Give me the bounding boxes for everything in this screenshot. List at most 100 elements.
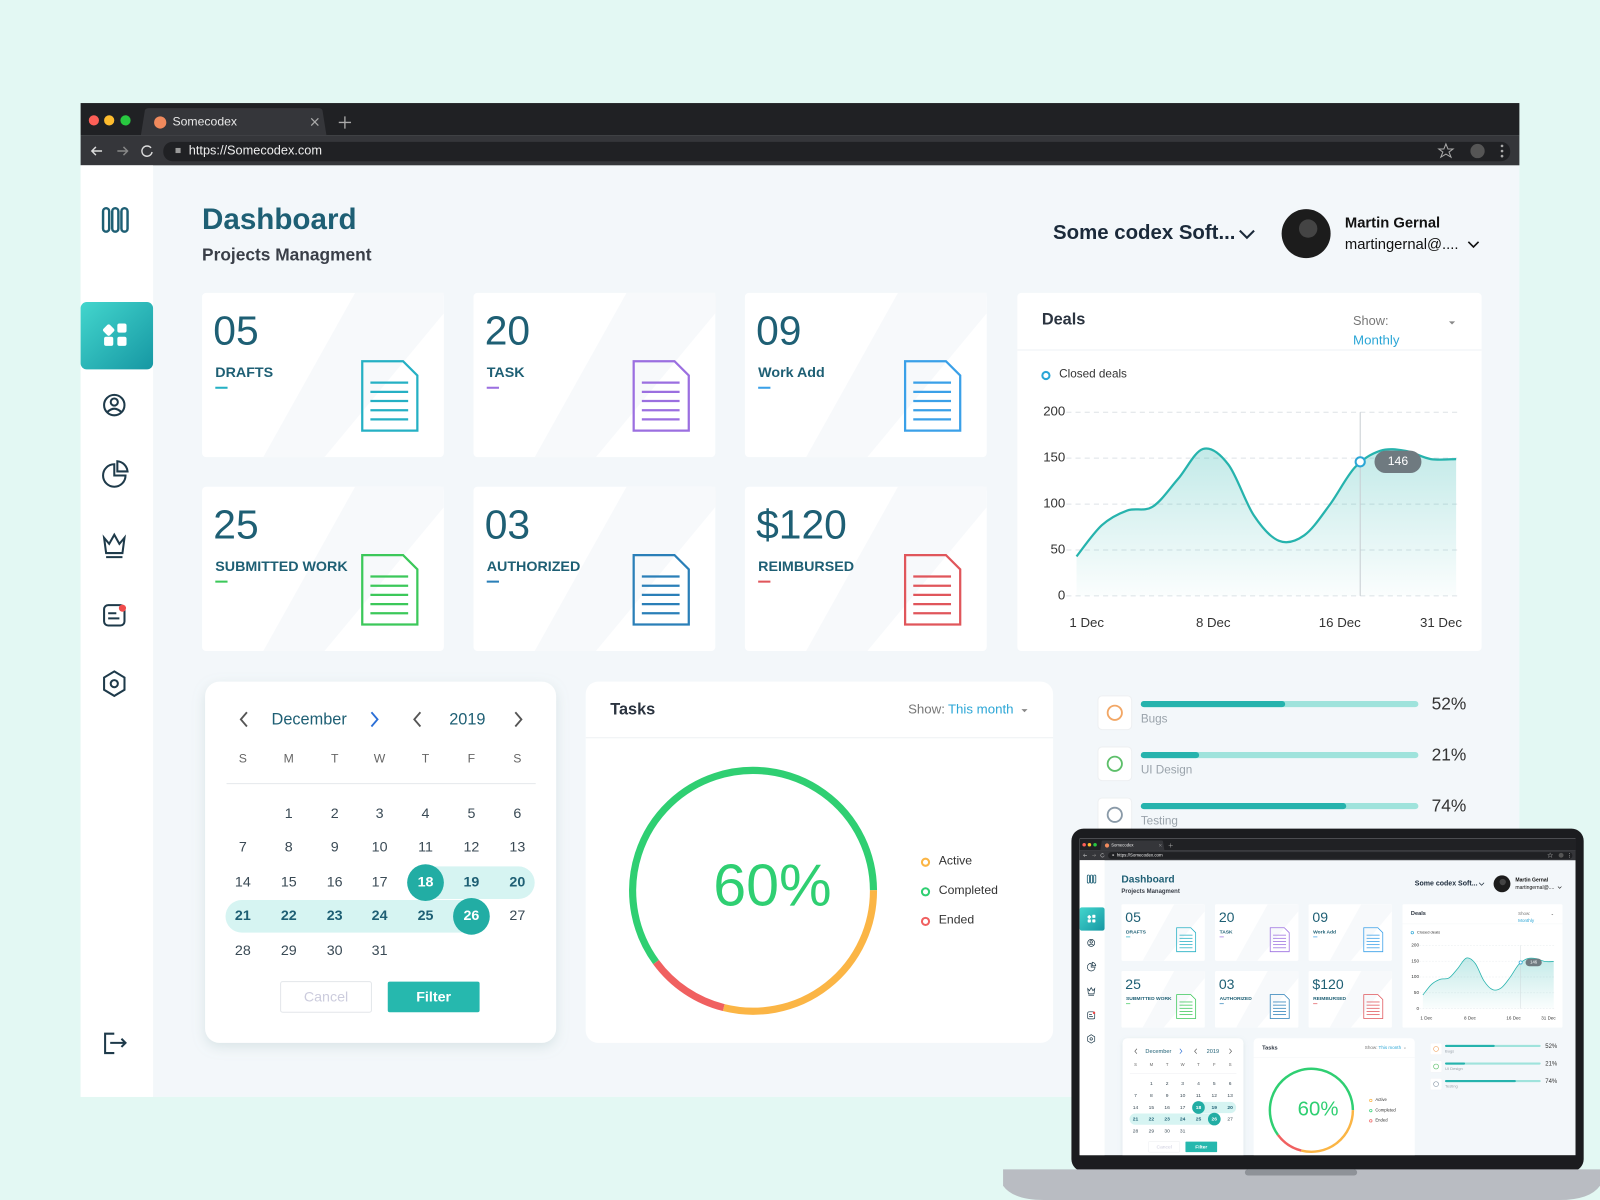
- day[interactable]: 12: [463, 840, 479, 856]
- menu[interactable]: [1500, 144, 1504, 158]
- tasks-show-value[interactable]: This month: [948, 702, 1014, 717]
- day[interactable]: 8: [1150, 1093, 1153, 1099]
- day[interactable]: 20: [1227, 1105, 1233, 1111]
- close-dot[interactable]: [88, 115, 99, 126]
- prev-year[interactable]: [1194, 1048, 1197, 1054]
- day[interactable]: 25: [1196, 1116, 1202, 1122]
- day[interactable]: 9: [1166, 1093, 1169, 1099]
- tasks-show-caret[interactable]: [1403, 1047, 1406, 1049]
- url-field[interactable]: [163, 141, 1511, 162]
- day[interactable]: 20: [509, 874, 525, 890]
- profile-icon[interactable]: [1558, 852, 1564, 858]
- day[interactable]: 10: [372, 840, 388, 856]
- day[interactable]: 22: [281, 908, 297, 924]
- day[interactable]: 8: [285, 840, 293, 856]
- day[interactable]: 13: [509, 840, 525, 856]
- day[interactable]: 5: [1213, 1081, 1216, 1087]
- tab[interactable]: [140, 108, 327, 136]
- company-select[interactable]: Some codex Soft...: [1415, 881, 1478, 888]
- day[interactable]: 11: [1196, 1093, 1201, 1099]
- bookmark[interactable]: [1437, 142, 1455, 159]
- nav-profile[interactable]: [1087, 939, 1096, 947]
- filter-button[interactable]: [387, 981, 480, 1013]
- day[interactable]: 4: [422, 806, 430, 822]
- day[interactable]: 23: [1164, 1116, 1170, 1122]
- day[interactable]: 9: [331, 840, 339, 856]
- back[interactable]: [1083, 853, 1087, 857]
- deals-show-value[interactable]: Monthly: [1353, 332, 1400, 347]
- close-dot[interactable]: [1082, 842, 1086, 847]
- day[interactable]: 3: [376, 806, 384, 822]
- day[interactable]: 22: [1149, 1116, 1155, 1122]
- day[interactable]: 21: [235, 908, 251, 924]
- tab[interactable]: [1100, 840, 1165, 851]
- nav-premium[interactable]: [1087, 986, 1096, 996]
- company-select[interactable]: Some codex Soft...: [1053, 222, 1235, 244]
- new-tab[interactable]: [338, 116, 352, 129]
- deals-show-caret[interactable]: [1551, 914, 1554, 916]
- reload[interactable]: [1100, 853, 1105, 858]
- day[interactable]: 24: [1180, 1116, 1186, 1122]
- day[interactable]: 26: [1212, 1116, 1218, 1122]
- nav-messages[interactable]: [1087, 1011, 1096, 1020]
- menu[interactable]: [1569, 853, 1570, 858]
- selected-day[interactable]: [453, 897, 490, 935]
- next-year[interactable]: [1229, 1048, 1232, 1054]
- day[interactable]: 13: [1227, 1093, 1233, 1099]
- day[interactable]: 26: [463, 908, 479, 924]
- day[interactable]: 3: [1181, 1081, 1184, 1087]
- profile-icon[interactable]: [1470, 143, 1485, 159]
- prev-month[interactable]: [1134, 1048, 1138, 1054]
- day[interactable]: 31: [1180, 1128, 1186, 1134]
- day[interactable]: 15: [1149, 1105, 1155, 1111]
- next-month[interactable]: [370, 711, 379, 728]
- next-month[interactable]: [1179, 1048, 1183, 1054]
- nav-settings[interactable]: [1087, 1034, 1096, 1044]
- nav-dashboard[interactable]: [80, 302, 154, 370]
- day[interactable]: 19: [1212, 1105, 1218, 1111]
- day[interactable]: 16: [1164, 1105, 1170, 1111]
- tab-close[interactable]: [310, 117, 319, 126]
- day[interactable]: 28: [235, 943, 251, 959]
- nav-messages[interactable]: [103, 604, 126, 627]
- selected-day[interactable]: [407, 864, 444, 902]
- day[interactable]: 2: [331, 806, 339, 822]
- day[interactable]: 1: [285, 806, 293, 822]
- day[interactable]: 1: [1150, 1081, 1153, 1087]
- tasks-show-caret[interactable]: [1021, 709, 1028, 713]
- day[interactable]: 4: [1197, 1081, 1200, 1087]
- max-dot[interactable]: [1093, 842, 1097, 847]
- tasks-show-value[interactable]: This month: [1379, 1045, 1402, 1050]
- deals-show-caret[interactable]: [1448, 321, 1456, 325]
- forward[interactable]: [1092, 853, 1097, 857]
- cancel-button[interactable]: [1148, 1141, 1181, 1153]
- day[interactable]: 31: [372, 943, 388, 959]
- day[interactable]: 2: [1166, 1081, 1169, 1087]
- company-caret[interactable]: [1478, 882, 1485, 886]
- day[interactable]: 5: [467, 806, 475, 822]
- day[interactable]: 30: [1164, 1128, 1170, 1134]
- company-caret[interactable]: [1239, 229, 1255, 240]
- selected-day[interactable]: [1207, 1112, 1221, 1126]
- day[interactable]: 23: [327, 908, 343, 924]
- day[interactable]: 29: [1149, 1128, 1155, 1134]
- day[interactable]: 7: [239, 840, 247, 856]
- nav-premium[interactable]: [102, 532, 126, 559]
- day[interactable]: 17: [372, 874, 388, 890]
- day[interactable]: 12: [1212, 1093, 1218, 1099]
- nav-dashboard[interactable]: [1079, 907, 1105, 931]
- day[interactable]: 7: [1134, 1093, 1137, 1099]
- day[interactable]: 6: [1229, 1081, 1232, 1087]
- day[interactable]: 15: [281, 874, 297, 890]
- day[interactable]: 30: [327, 943, 343, 959]
- min-dot[interactable]: [104, 115, 115, 126]
- min-dot[interactable]: [1087, 842, 1092, 847]
- day[interactable]: 27: [509, 908, 525, 924]
- day[interactable]: 19: [463, 874, 479, 890]
- new-tab[interactable]: [1168, 843, 1173, 848]
- day[interactable]: 24: [372, 908, 388, 924]
- day[interactable]: 29: [281, 943, 297, 959]
- prev-year[interactable]: [413, 711, 422, 728]
- day[interactable]: 27: [1227, 1116, 1233, 1122]
- day[interactable]: 18: [1196, 1105, 1202, 1111]
